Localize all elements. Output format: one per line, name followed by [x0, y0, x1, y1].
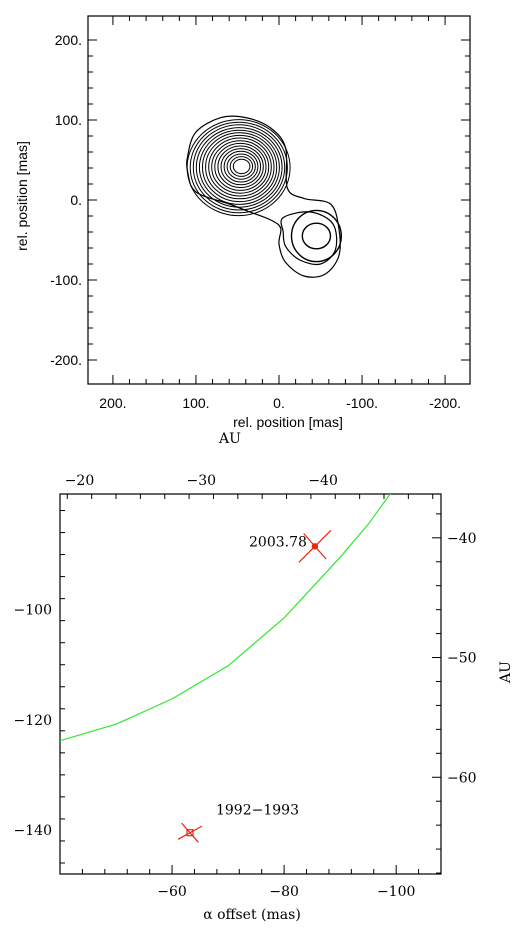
- y-tick-label: −140: [14, 823, 52, 839]
- x-tick-label: 100.: [182, 395, 209, 411]
- contour-level: [217, 145, 264, 189]
- y-tick-label: -200.: [50, 352, 82, 368]
- y-tick-label: 200.: [55, 32, 82, 48]
- offset-tick-marks: [60, 494, 442, 874]
- top-tick-label-au: −30: [187, 473, 217, 489]
- orbit-line: [60, 494, 391, 742]
- contour-level: [223, 150, 259, 183]
- right-tick-label-au: −40: [447, 531, 477, 547]
- offset-tick-labels: −60 −80 −100 −100 −120 −140 −20 −30 −40 −40 −50 −60: [14, 473, 477, 900]
- contour-level: [229, 156, 254, 177]
- offset-x-axis-label: α offset (mas): [203, 907, 301, 923]
- offset-plot-frame: [59, 493, 442, 875]
- y-tick-label: 100.: [55, 112, 82, 128]
- astrometry-points: 2003.78 1992−1993: [177, 529, 332, 843]
- contour-lines: [186, 115, 342, 278]
- contour-map: 200. 100. 0. -100. -200. 200. 100. 0. -100. -200…: [14, 15, 471, 430]
- contour-y-tick-labels: 200. 100. 0. -100. -200.: [50, 32, 82, 368]
- contour-x-tick-labels: 200. 100. 0. -100. -200.: [99, 395, 461, 411]
- error-bar: [177, 825, 203, 840]
- x-tick-label: -200.: [429, 395, 461, 411]
- contour-level: [220, 148, 262, 186]
- contour-level: [202, 132, 278, 203]
- x-tick-label: -100.: [346, 395, 378, 411]
- x-tick-label: 0.: [273, 395, 285, 411]
- y-tick-label: −120: [14, 713, 52, 729]
- point-label: 2003.78: [249, 534, 307, 550]
- contour-level: [205, 134, 275, 200]
- contour-level: [192, 124, 286, 211]
- contour-level: [290, 209, 342, 263]
- top-tick-label-au: −20: [65, 473, 95, 489]
- x-tick-label: −80: [269, 884, 299, 900]
- right-tick-label-au: −60: [447, 770, 477, 786]
- contour-level: [198, 129, 280, 205]
- contour-plot-frame: [87, 15, 471, 385]
- contour-y-axis-label: rel. position [mas]: [14, 141, 30, 251]
- right-tick-label-au: −50: [447, 651, 477, 667]
- contour-level: [226, 153, 256, 180]
- contour-x-axis-label: rel. position [mas]: [233, 414, 343, 430]
- contour-outer-envelope: [186, 115, 341, 278]
- top-tick-label-au: −40: [308, 473, 338, 489]
- y-tick-label: 0.: [70, 192, 82, 208]
- y-tick-label: -100.: [50, 272, 82, 288]
- point-2003-78: 2003.78: [249, 529, 332, 563]
- contour-level: [208, 137, 272, 197]
- contour-level: [211, 140, 270, 194]
- contour-level: [195, 127, 283, 208]
- contour-level: [186, 119, 291, 217]
- error-bar: [298, 529, 332, 563]
- point-marker: [311, 543, 319, 550]
- contour-level: [189, 121, 288, 214]
- point-marker: [186, 829, 194, 837]
- error-bar: [303, 533, 327, 560]
- error-bar: [181, 822, 199, 843]
- x-tick-label: 200.: [99, 395, 126, 411]
- orbit-curve: [60, 494, 391, 742]
- contour-level: [301, 222, 332, 250]
- x-tick-label: −100: [377, 884, 415, 900]
- contour-level: [214, 142, 267, 191]
- x-tick-label: −60: [157, 884, 187, 900]
- y-tick-label: −100: [14, 603, 52, 619]
- point-label: 1992−1993: [216, 803, 299, 819]
- contour-tick-marks: [88, 16, 470, 384]
- point-1992-1993: 1992−1993: [177, 803, 299, 843]
- right-axis-unit-label: AU: [498, 661, 514, 684]
- contour-secondary-envelope: [280, 211, 338, 266]
- contour-level: [232, 158, 251, 175]
